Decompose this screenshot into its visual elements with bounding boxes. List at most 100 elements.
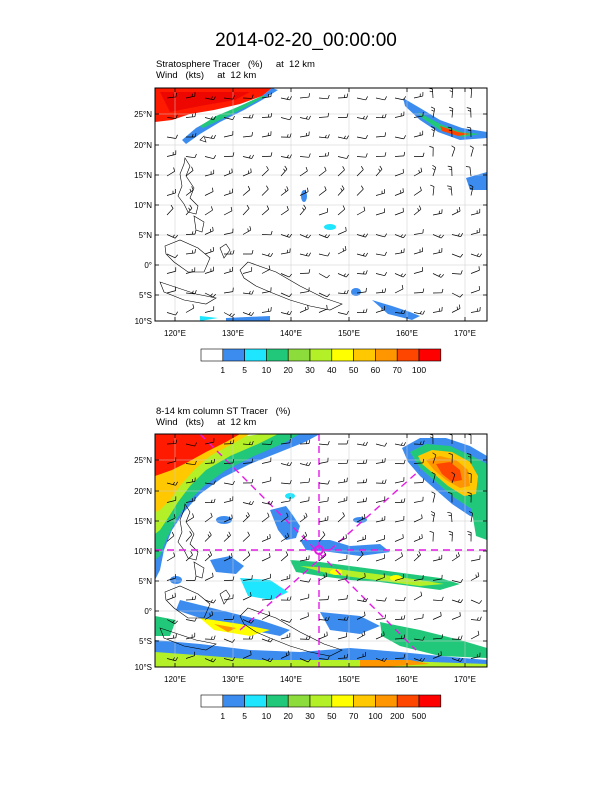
colorbar-swatch — [200, 694, 224, 708]
wind-barb — [413, 112, 424, 118]
panel2-axis-ticks: 120°E 130°E 140°E 150°E 160°E 170°E 25°N 20°N 15… — [134, 434, 487, 684]
wind-barb — [318, 531, 326, 542]
wind-barb — [242, 551, 251, 562]
wind-barb — [470, 228, 481, 235]
wind-barb — [204, 498, 216, 504]
wind-barb — [337, 653, 349, 659]
wind-barb — [318, 273, 330, 279]
wind-barb — [413, 167, 423, 177]
wind-barb — [318, 234, 331, 239]
wind-barb — [413, 247, 423, 255]
wind-barb — [242, 650, 252, 659]
wind-barb — [223, 312, 235, 318]
wind-barb — [299, 131, 310, 138]
wind-barb — [356, 441, 368, 446]
wind-barb — [466, 107, 472, 118]
panel2-lat-tick-label: 15°N — [134, 517, 152, 526]
wind-barb — [223, 576, 235, 581]
wind-barb — [166, 134, 178, 139]
panel2-wind-label: Wind (kts) at 12 km — [156, 417, 257, 428]
colorbar-label: 60 — [371, 365, 381, 375]
colorbar-label: 40 — [327, 365, 337, 375]
wind-barb — [451, 270, 463, 275]
wind-barb — [447, 126, 453, 138]
wind-barb — [185, 186, 194, 196]
wind-barb — [356, 514, 366, 523]
wind-barb — [394, 552, 403, 562]
wind-barb — [356, 153, 368, 158]
panel1-wind-barbs — [166, 88, 483, 318]
wind-barb — [223, 130, 234, 138]
panel1-lat-tick-label: 20°N — [134, 141, 152, 150]
wind-barb — [242, 500, 254, 505]
wind-barb — [337, 555, 348, 562]
panel2-lat-tick-label: 10°N — [134, 547, 152, 556]
wind-barb — [280, 292, 293, 298]
wind-barb — [204, 247, 214, 255]
wind-barb — [204, 266, 214, 274]
wind-barb — [242, 185, 251, 196]
wind-barb — [166, 552, 176, 562]
wind-barb — [280, 551, 289, 562]
wind-barb — [261, 611, 271, 620]
colorbar-label: 70 — [349, 711, 359, 721]
wind-barb — [299, 635, 311, 640]
wind-barb — [413, 152, 425, 157]
wind-barb — [299, 187, 309, 196]
wind-barb — [318, 94, 330, 100]
wind-barb — [299, 593, 310, 601]
wind-barb — [451, 145, 456, 157]
wind-barb — [185, 290, 197, 295]
wind-barb — [223, 439, 235, 445]
wind-barb — [204, 458, 216, 464]
panel2-lat-tick-label: 25°N — [134, 456, 152, 465]
wind-barb — [413, 440, 425, 445]
wind-barb — [204, 611, 214, 620]
wind-barb — [185, 304, 195, 313]
wind-barb — [337, 166, 345, 177]
colorbar-swatch — [353, 348, 376, 362]
panel2-field-label: 8-14 km column ST Tracer (%) — [156, 406, 291, 417]
wind-barb — [469, 145, 474, 157]
wind-barb — [223, 250, 235, 255]
wind-barb — [242, 512, 250, 523]
wind-barb — [356, 96, 368, 101]
wind-barb — [375, 496, 386, 503]
wind-barb — [318, 572, 328, 581]
wind-barb — [469, 184, 474, 196]
panel1-lon-tick-label: 170°E — [454, 329, 476, 338]
wind-barb — [261, 595, 272, 601]
wind-barb — [337, 273, 350, 278]
wind-barb — [356, 206, 366, 216]
cross-section-sw-ne-line — [239, 469, 421, 631]
wind-barb — [375, 132, 387, 138]
wind-barb — [204, 96, 216, 101]
wind-barb — [280, 233, 293, 238]
wind-barb — [299, 269, 311, 274]
wind-barb — [465, 166, 472, 177]
wind-barb — [375, 554, 385, 562]
wind-barb — [204, 116, 216, 121]
wind-barb — [166, 204, 174, 216]
panel2-lat-tick-label: 10°S — [135, 663, 152, 672]
colorbar-swatch — [309, 348, 333, 362]
wind-barb — [394, 574, 405, 581]
wind-barb — [394, 96, 406, 101]
panel2-frame — [154, 433, 488, 668]
wind-barb — [204, 306, 215, 313]
colorbar-label: 50 — [327, 711, 337, 721]
wind-barb — [204, 551, 213, 562]
wind-barb — [470, 555, 481, 562]
wind-barb — [242, 154, 254, 159]
wind-barb — [394, 168, 404, 177]
wind-barb — [318, 480, 330, 485]
wind-barb — [280, 165, 288, 177]
wind-barb — [394, 273, 407, 278]
wind-barb — [318, 134, 330, 139]
wind-barb — [166, 114, 178, 119]
panel2-lat-tick-label: 20°N — [134, 487, 152, 496]
wind-barb — [375, 113, 387, 119]
wind-barb — [431, 126, 436, 138]
colorbar-label: 30 — [305, 365, 315, 375]
wind-barb — [318, 516, 329, 523]
